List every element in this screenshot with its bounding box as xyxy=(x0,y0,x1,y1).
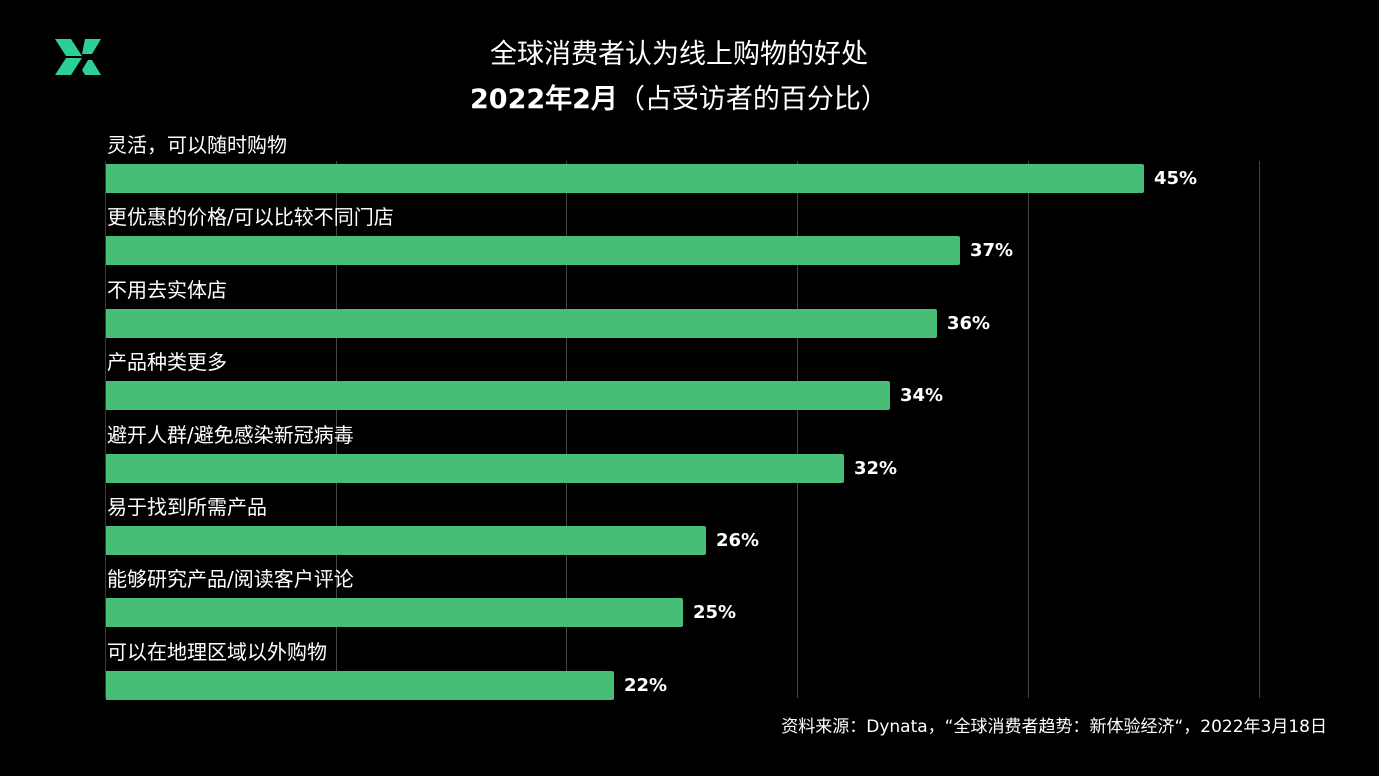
bar xyxy=(106,671,614,700)
category-label: 能够研究产品/阅读客户评论 xyxy=(107,567,354,591)
gridline xyxy=(336,161,337,698)
bar xyxy=(106,309,937,338)
value-label: 34% xyxy=(900,385,944,406)
bar xyxy=(106,164,1144,193)
gridline xyxy=(566,161,567,698)
y-axis-line xyxy=(105,161,106,698)
chart-title: 全球消费者认为线上购物的好处 xyxy=(490,39,868,70)
chart-subtitle-date: 2022年2月 xyxy=(470,84,618,115)
category-label: 易于找到所需产品 xyxy=(107,495,267,519)
category-label: 不用去实体店 xyxy=(107,278,227,302)
source-note: 资料来源：Dynata，“全球消费者趋势：新体验经济“，2022年3月18日 xyxy=(781,717,1327,737)
bar xyxy=(106,598,683,627)
category-label: 产品种类更多 xyxy=(107,350,227,374)
bar xyxy=(106,236,960,265)
value-label: 45% xyxy=(1154,168,1198,189)
value-label: 26% xyxy=(716,530,760,551)
value-label: 25% xyxy=(693,602,737,623)
category-label: 可以在地理区域以外购物 xyxy=(107,640,327,664)
value-label: 37% xyxy=(970,240,1014,261)
value-label: 32% xyxy=(854,458,898,479)
chart-subtitle: 2022年2月（占受访者的百分比） xyxy=(470,83,888,117)
category-label: 更优惠的价格/可以比较不同门店 xyxy=(107,205,394,229)
gridline xyxy=(1259,161,1260,698)
gridline xyxy=(797,161,798,698)
x-logo-icon xyxy=(55,39,101,75)
bar xyxy=(106,454,844,483)
value-label: 36% xyxy=(947,313,991,334)
bar xyxy=(106,381,890,410)
chart-subtitle-unit: （占受访者的百分比） xyxy=(617,84,888,115)
bar xyxy=(106,526,706,555)
value-label: 22% xyxy=(624,675,668,696)
category-label: 避开人群/避免感染新冠病毒 xyxy=(107,423,354,447)
gridline xyxy=(1028,161,1029,698)
category-label: 灵活，可以随时购物 xyxy=(107,133,287,157)
